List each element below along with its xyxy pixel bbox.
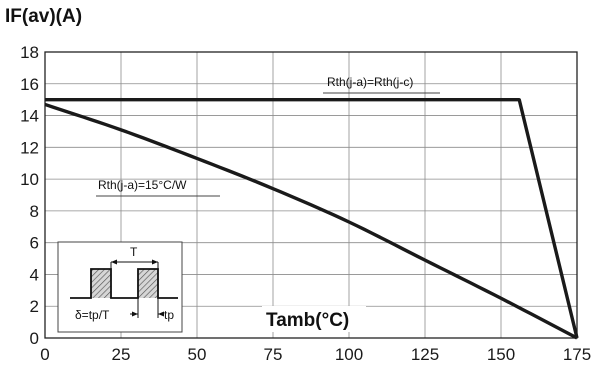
y-tick-label: 18 (20, 43, 39, 62)
x-tick-label: 75 (264, 345, 283, 364)
x-tick-label: 0 (40, 345, 49, 364)
y-tick-label: 16 (20, 75, 39, 94)
x-tick-label: 50 (188, 345, 207, 364)
plot-frame (44, 51, 578, 339)
y-tick-label: 12 (20, 138, 39, 157)
y-tick-label: 10 (20, 170, 39, 189)
inset-period-label: T (130, 245, 138, 259)
x-tick-labels: 0 25 50 75 100 125 150 175 (40, 345, 591, 364)
y-tick-label: 2 (30, 297, 39, 316)
series-rth-ja-15cw (44, 102, 578, 340)
label-rth-ja-equals-rth-jc: Rth(j-a)=Rth(j-c) (327, 75, 413, 89)
x-tick-label: 25 (112, 345, 131, 364)
label-rth-ja-15cw-box: Rth(j-a)=15°C/W (96, 178, 220, 197)
x-axis-title: Tamb(°C) (266, 310, 349, 331)
inset-duty-label: δ=tp/T (75, 308, 110, 322)
inset-pulse-label: tp (164, 308, 174, 322)
label-rth-ja-15cw: Rth(j-a)=15°C/W (98, 178, 187, 192)
x-title-background (262, 306, 366, 332)
y-axis-title: IF(av)(A) (5, 6, 82, 27)
label-rth-ja-equals-rth-jc-box: Rth(j-a)=Rth(j-c) (323, 75, 440, 94)
y-tick-labels: 0 2 4 6 8 10 12 14 16 18 (20, 43, 39, 348)
pulse-inset: T δ=tp/T tp (57, 241, 183, 333)
x-tick-label: 125 (411, 345, 439, 364)
y-tick-label: 0 (30, 329, 39, 348)
y-tick-label: 6 (30, 234, 39, 253)
y-tick-label: 8 (30, 202, 39, 221)
x-tick-label: 100 (335, 345, 363, 364)
series-rth-ja-equals-rth-jc (45, 97, 579, 339)
x-tick-label: 150 (487, 345, 515, 364)
y-tick-label: 4 (30, 265, 39, 284)
x-tick-label: 175 (563, 345, 591, 364)
y-tick-label: 14 (20, 107, 39, 126)
